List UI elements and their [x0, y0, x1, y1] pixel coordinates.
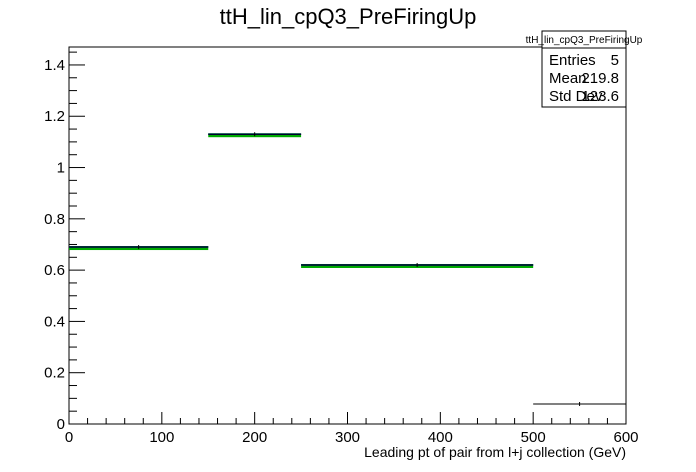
stats-stddev-label: Std Dev: [549, 88, 603, 105]
stats-entries-label: Entries: [549, 52, 596, 69]
y-tick-label: 1.4: [44, 57, 65, 74]
stats-box: ttH_lin_cpQ3_PreFiringUp Entries 5 Mean …: [526, 30, 643, 108]
x-tick-label: 200: [242, 429, 267, 446]
y-tick-label: 0.8: [44, 211, 65, 228]
chart-title: ttH_lin_cpQ3_PreFiringUp: [220, 4, 477, 29]
x-tick-label: 100: [149, 429, 174, 446]
x-tick-label: 300: [335, 429, 360, 446]
x-tick-label: 500: [521, 429, 546, 446]
x-tick-label: 600: [613, 429, 638, 446]
y-tick-label: 1: [57, 160, 65, 177]
y-tick-label: 1.2: [44, 108, 65, 125]
y-tick-label: 0.6: [44, 262, 65, 279]
x-tick-label: 400: [428, 429, 453, 446]
stats-mean-label: Mean: [549, 70, 587, 87]
stats-box-frame: [541, 30, 627, 108]
stats-stddev-value: 123.6: [581, 88, 619, 105]
stats-mean-value: 219.8: [581, 70, 619, 87]
stats-box-title: ttH_lin_cpQ3_PreFiringUp: [526, 35, 643, 46]
x-axis: 0 100 200 300 400 500 600: [65, 412, 639, 446]
x-tick-label: 0: [65, 429, 73, 446]
y-tick-label: 0: [57, 416, 65, 433]
y-tick-label: 0.4: [44, 313, 65, 330]
y-axis: 0 0.2 0.4 0.6 0.8 1 1.2 1.4: [44, 51, 85, 433]
x-axis-title: Leading pt of pair from l+j collection (…: [364, 444, 626, 460]
y-tick-label: 0.2: [44, 365, 65, 382]
histogram-bins: [69, 132, 626, 406]
stats-entries-value: 5: [611, 52, 619, 69]
